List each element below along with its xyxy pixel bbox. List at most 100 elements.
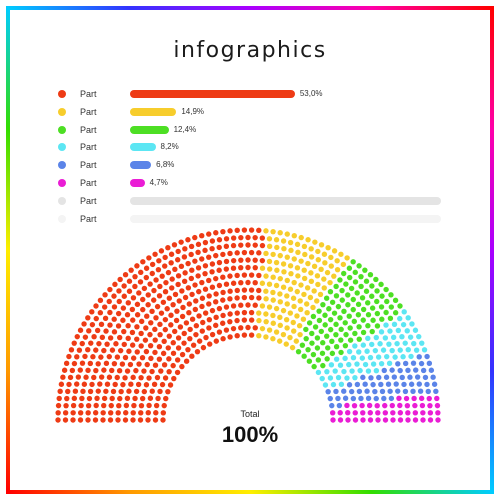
seat-dot	[252, 234, 258, 241]
seat-dot	[366, 402, 373, 409]
seat-dot	[364, 348, 370, 354]
seat-dot	[337, 417, 344, 423]
seat-dot	[85, 410, 91, 416]
seat-dot	[96, 340, 102, 347]
seat-dot	[223, 304, 230, 310]
seat-dot	[64, 395, 70, 402]
seat-dot	[132, 395, 138, 402]
seat-dot	[341, 368, 347, 375]
seat-dot	[413, 367, 419, 373]
seat-dot	[87, 360, 94, 367]
seat-dot	[185, 346, 191, 353]
seat-dot	[401, 381, 407, 388]
seat-dot	[93, 303, 99, 309]
seat-dot	[297, 306, 304, 313]
seat-dot	[372, 347, 379, 354]
total-value: 100%	[221, 422, 279, 447]
seat-dot	[399, 334, 405, 340]
seat-dot	[273, 305, 280, 312]
value-label: 53,0%	[299, 89, 323, 98]
seat-dot	[143, 274, 150, 281]
seat-dot	[192, 282, 198, 288]
seat-dot	[111, 293, 117, 299]
seat-dot	[234, 250, 240, 256]
seat-dot	[162, 316, 169, 323]
seat-dot	[185, 237, 191, 243]
seat-dot	[100, 417, 106, 423]
seat-dot	[304, 285, 311, 291]
seat-dot	[141, 368, 147, 374]
seat-dot	[75, 374, 82, 380]
seat-dot	[270, 320, 276, 326]
seat-dot	[389, 367, 395, 373]
seat-dot	[338, 251, 344, 257]
seat-dot	[119, 361, 126, 367]
seat-dot	[223, 243, 230, 250]
seat-dot	[374, 288, 380, 294]
seat-dot	[76, 347, 83, 353]
seat-dot	[141, 388, 148, 395]
seat-dot	[312, 324, 319, 330]
seat-dot	[157, 388, 163, 395]
seat-dot	[358, 283, 364, 290]
seat-dot	[169, 276, 175, 282]
seat-dot	[106, 374, 113, 380]
seat-dot	[230, 325, 237, 332]
seat-dot	[388, 292, 394, 298]
seat-dot	[234, 287, 240, 294]
seat-dot	[179, 351, 186, 358]
seat-dot	[97, 310, 104, 316]
value-label: 8,2%	[160, 142, 179, 152]
seat-dot	[213, 314, 219, 321]
seat-dot	[267, 266, 273, 272]
seat-dot	[171, 242, 178, 248]
seat-dot	[412, 402, 418, 409]
seat-dot	[159, 273, 165, 279]
seat-dot	[401, 309, 407, 315]
seat-dot	[350, 395, 357, 402]
seat-dot	[378, 381, 384, 388]
seat-dot	[435, 410, 441, 416]
seat-dot	[120, 381, 126, 388]
seat-dot	[283, 316, 290, 323]
seat-dot	[189, 316, 196, 322]
seat-dot	[138, 330, 144, 337]
seat-dot	[196, 288, 202, 295]
seat-dot	[308, 246, 314, 252]
seat-dot	[77, 327, 84, 333]
seat-dot	[216, 237, 223, 243]
seat-dot	[107, 417, 114, 423]
seat-dot	[284, 293, 290, 299]
seat-dot	[418, 360, 425, 367]
seat-dot	[321, 285, 327, 291]
seat-dot	[324, 356, 330, 362]
seat-dot	[326, 306, 332, 312]
seat-dot	[167, 382, 174, 388]
seat-dot	[338, 349, 344, 356]
seat-dot	[94, 327, 101, 334]
seat-dot	[134, 263, 140, 269]
seat-dot	[136, 290, 142, 296]
seat-dot	[360, 410, 366, 416]
seat-dot	[425, 388, 431, 395]
seat-dot	[193, 323, 200, 329]
seat-dot	[397, 367, 403, 374]
seat-dot	[241, 249, 248, 256]
seat-dot	[62, 410, 69, 416]
seat-dot	[248, 249, 255, 256]
seat-dot	[65, 388, 71, 395]
legend-dot	[58, 196, 66, 205]
seat-dot	[102, 315, 109, 322]
seat-dot	[187, 335, 193, 342]
seat-dot	[420, 410, 426, 416]
seat-dot	[352, 343, 358, 349]
legend-row: Part 14,9%	[58, 105, 458, 119]
seat-dot	[63, 360, 70, 367]
seat-dot	[266, 281, 273, 287]
seat-dot	[98, 321, 105, 327]
seat-dot	[129, 306, 136, 313]
seat-dot	[259, 235, 266, 241]
seat-dot	[245, 257, 251, 263]
seat-dot	[227, 318, 233, 325]
seat-dot	[424, 381, 430, 388]
